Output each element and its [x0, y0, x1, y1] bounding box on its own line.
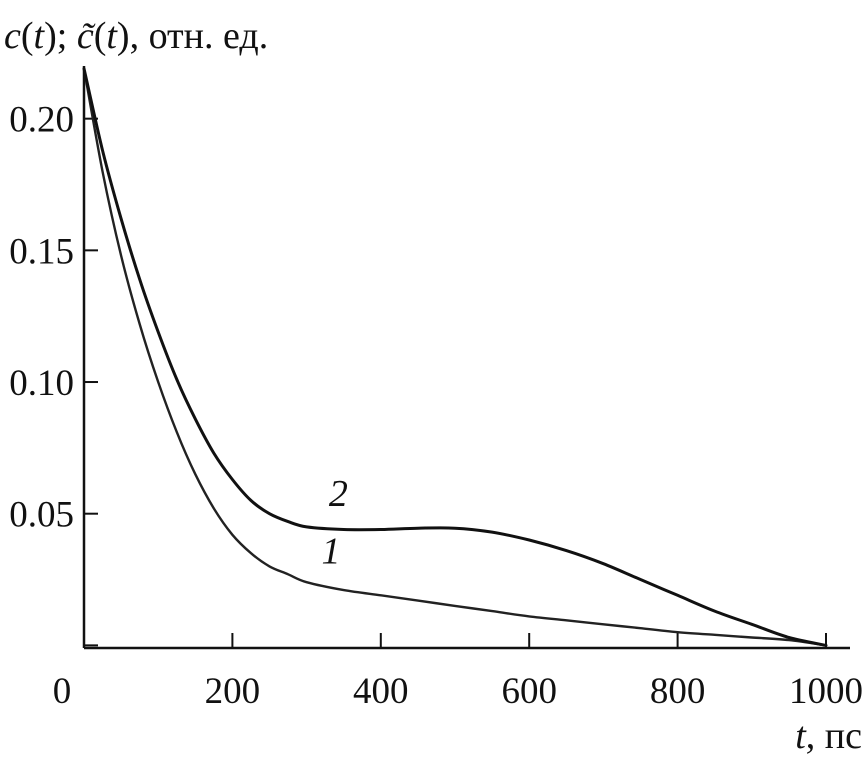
y-title-t1: t: [34, 15, 46, 57]
y-tick-label-2: 0.10: [9, 363, 74, 404]
x-axis-title: t, пс: [795, 715, 862, 757]
y-ticks: 0.05 0.10 0.15 0.20: [9, 100, 98, 647]
y-title-unit: , отн. ед.: [130, 15, 269, 57]
y-axis-title: c(t); c̃(t), отн. ед.: [4, 15, 268, 57]
x-tick-label-0: 0: [53, 671, 72, 712]
y-tick-label-1: 0.05: [9, 495, 74, 536]
x-tick-label-3: 600: [501, 671, 557, 712]
y-title-paren-close-1: ): [44, 15, 57, 57]
y-tick-label-3: 0.15: [9, 231, 74, 272]
series-line-1: [82, 67, 828, 647]
x-title-unit: , пс: [806, 715, 862, 757]
y-title-t2: t: [106, 15, 118, 57]
x-title-var: t: [795, 715, 807, 757]
curve-label-1: 1: [321, 531, 340, 573]
y-title-sep: ;: [57, 15, 77, 57]
x-tick-label-4: 800: [650, 671, 706, 712]
x-tick-label-2: 400: [353, 671, 409, 712]
x-ticks: 0 200 400 600 800 1000: [53, 633, 863, 712]
series-line-2: [82, 67, 828, 647]
series-group: [82, 67, 828, 647]
x-tick-label-5: 1000: [789, 671, 863, 712]
y-title-paren-open-2: (: [94, 15, 107, 57]
y-title-c-tilde: c̃: [77, 15, 97, 57]
y-tick-label-4: 0.20: [9, 100, 74, 141]
y-title-c: c: [4, 15, 21, 57]
curve-label-2: 2: [329, 473, 348, 515]
y-title-paren-open-1: (: [21, 15, 34, 57]
x-tick-label-1: 200: [205, 671, 261, 712]
y-title-paren-close-2: ): [117, 15, 130, 57]
